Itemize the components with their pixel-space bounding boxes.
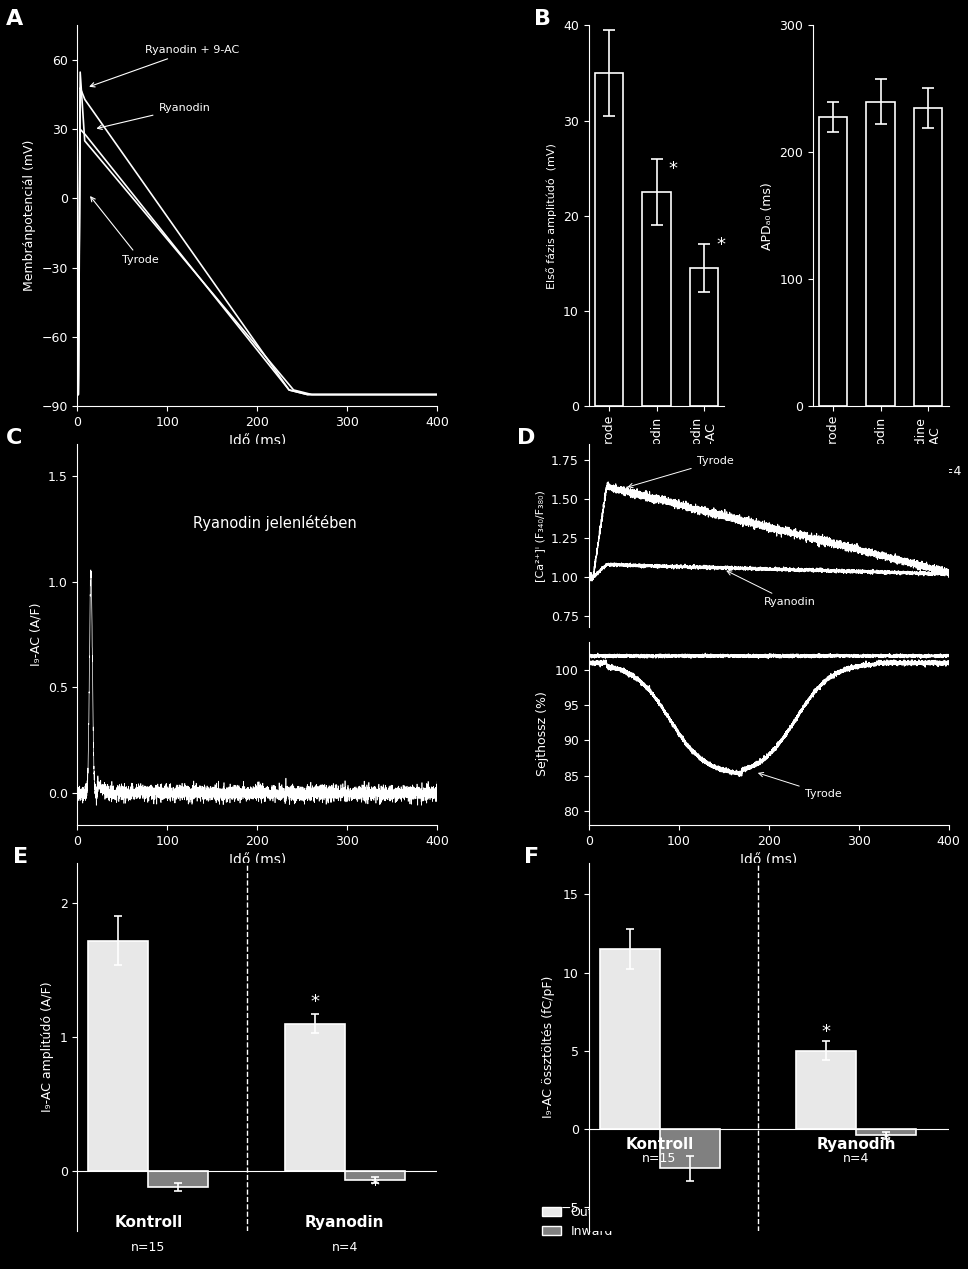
Text: Ryanodin jelenlétében: Ryanodin jelenlétében <box>193 515 356 530</box>
Y-axis label: Sejthossz (%): Sejthossz (%) <box>536 690 550 775</box>
Text: n=4: n=4 <box>711 464 738 477</box>
Text: A: A <box>6 9 22 29</box>
Y-axis label: I₉-AC össztöltés (fC/pF): I₉-AC össztöltés (fC/pF) <box>542 976 555 1118</box>
X-axis label: Idő (ms): Idő (ms) <box>740 853 798 867</box>
Text: D: D <box>517 428 535 448</box>
Bar <box>643 192 671 406</box>
Text: Ryanodin: Ryanodin <box>305 1214 384 1230</box>
Text: *: * <box>822 1023 831 1041</box>
Bar <box>285 1024 345 1171</box>
Bar <box>594 72 623 406</box>
Y-axis label: I₉-AC amplitúdó (A/F): I₉-AC amplitúdó (A/F) <box>42 982 54 1112</box>
Text: n=4: n=4 <box>935 464 962 477</box>
Bar <box>856 1129 916 1136</box>
Bar <box>88 940 148 1171</box>
Text: Ryanodin: Ryanodin <box>816 1137 895 1152</box>
Bar <box>819 117 847 406</box>
Bar <box>659 1129 719 1169</box>
Y-axis label: [Ca²⁺]ᴵ (F₃₄₀/F₃₈₀): [Ca²⁺]ᴵ (F₃₄₀/F₃₈₀) <box>535 490 545 581</box>
X-axis label: Idő (ms): Idő (ms) <box>228 853 287 867</box>
Text: B: B <box>534 9 552 29</box>
Text: n=4: n=4 <box>331 1241 358 1254</box>
Bar <box>148 1171 208 1187</box>
Text: *: * <box>669 160 678 178</box>
Y-axis label: APDₐ₀ (ms): APDₐ₀ (ms) <box>761 181 773 250</box>
Bar <box>690 268 718 406</box>
Text: Ryanodin: Ryanodin <box>727 571 816 608</box>
Text: F: F <box>524 846 539 867</box>
Text: n=4: n=4 <box>843 1152 869 1165</box>
Text: Kontroll: Kontroll <box>625 1137 694 1152</box>
Text: *: * <box>882 1131 891 1148</box>
Y-axis label: Membránpotenciál (mV): Membránpotenciál (mV) <box>23 140 36 292</box>
Text: Kontroll: Kontroll <box>114 1214 183 1230</box>
Text: Tyrode: Tyrode <box>91 197 159 265</box>
Text: Tyrode: Tyrode <box>759 773 841 798</box>
Text: n=15: n=15 <box>643 1152 677 1165</box>
Y-axis label: Első fázis amplitúdó  (mV): Első fázis amplitúdó (mV) <box>547 143 558 288</box>
Text: *: * <box>310 994 319 1011</box>
Bar <box>599 949 659 1129</box>
Text: Tyrode: Tyrode <box>628 457 734 487</box>
Bar <box>914 108 943 406</box>
Text: *: * <box>716 236 725 254</box>
Text: Ryanodin: Ryanodin <box>98 103 210 129</box>
Y-axis label: I₉-AC (A/F): I₉-AC (A/F) <box>29 603 43 666</box>
Legend: Outward, Inward: Outward, Inward <box>537 1200 629 1244</box>
Bar <box>796 1051 856 1129</box>
Text: E: E <box>13 846 28 867</box>
Bar <box>866 102 895 406</box>
Text: Ryanodin + 9-AC: Ryanodin + 9-AC <box>90 46 239 88</box>
Bar <box>345 1171 405 1180</box>
Text: n=15: n=15 <box>131 1241 166 1254</box>
X-axis label: Idő (ms): Idő (ms) <box>228 434 287 448</box>
Text: *: * <box>370 1176 379 1195</box>
Text: C: C <box>6 428 22 448</box>
